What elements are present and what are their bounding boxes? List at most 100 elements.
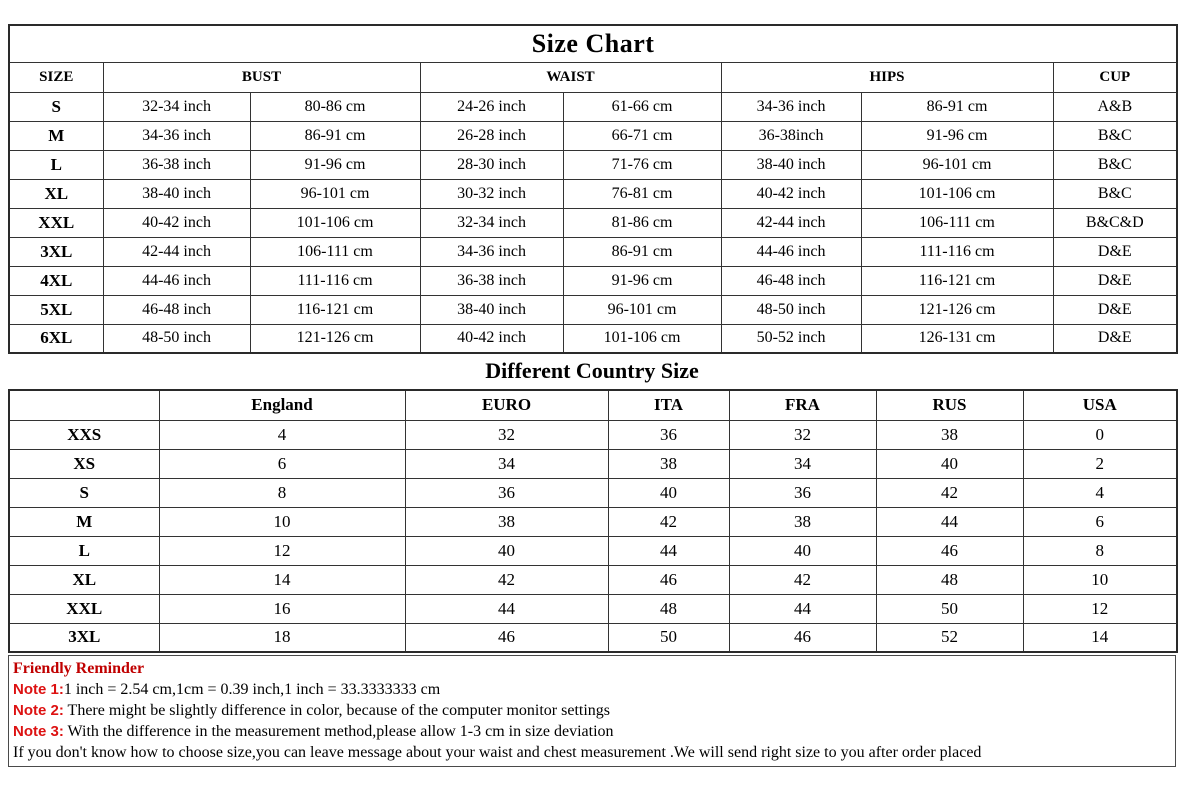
table-cell: 86-91 cm (562, 236, 722, 267)
table-cell: 44-46 inch (720, 236, 862, 267)
header-england: England (158, 389, 406, 421)
table-cell: 2 (1022, 448, 1178, 479)
note-3-label: Note 3: (13, 723, 64, 740)
table-cell: 6 (1022, 506, 1178, 537)
table-row: S 8 36 40 36 42 4 (8, 477, 1178, 508)
table-cell: 36-38inch (720, 120, 862, 151)
table-cell: B&C (1052, 149, 1178, 180)
table-cell: 16 (158, 593, 406, 624)
table-cell: 66-71 cm (562, 120, 722, 151)
table-cell: 44 (607, 535, 730, 566)
header-blank (8, 389, 160, 421)
row-label-cell: 4XL (8, 265, 104, 296)
table-cell: 40 (728, 535, 877, 566)
table-cell: B&C (1052, 120, 1178, 151)
table-cell: 46 (875, 535, 1024, 566)
table-cell: 32-34 inch (419, 207, 564, 238)
table-cell: 12 (158, 535, 406, 566)
table-cell: 50 (607, 622, 730, 653)
table-cell: A&B (1052, 91, 1178, 122)
table-cell: 96-101 cm (562, 294, 722, 325)
table-cell: 10 (158, 506, 406, 537)
friendly-reminder-title: Friendly Reminder (13, 660, 145, 677)
table-cell: 111-116 cm (249, 265, 421, 296)
row-label-cell: 5XL (8, 294, 104, 325)
note-1-text: 1 inch = 2.54 cm,1cm = 0.39 inch,1 inch … (63, 681, 441, 698)
table-cell: 40-42 inch (102, 207, 251, 238)
header-euro: EURO (404, 389, 609, 421)
note-2-label: Note 2: (13, 702, 64, 719)
row-label-cell: XL (8, 564, 160, 595)
table-cell: 61-66 cm (562, 91, 722, 122)
row-label-cell: L (8, 149, 104, 180)
header-size: SIZE (8, 61, 104, 93)
table-cell: 116-121 cm (860, 265, 1054, 296)
row-label-cell: S (8, 477, 160, 508)
table-cell: 106-111 cm (249, 236, 421, 267)
table-cell: 126-131 cm (860, 323, 1054, 354)
table-cell: 0 (1022, 419, 1178, 450)
note-line-1: Note 1:1 inch = 2.54 cm,1cm = 0.39 inch,… (13, 679, 1171, 700)
table-cell: D&E (1052, 294, 1178, 325)
header-bust: BUST (102, 61, 421, 93)
table-cell: 76-81 cm (562, 178, 722, 209)
table-cell: 101-106 cm (860, 178, 1054, 209)
table-cell: 91-96 cm (562, 265, 722, 296)
country-size-header-row: England EURO ITA FRA RUS USA (8, 389, 1178, 421)
table-cell: 38 (728, 506, 877, 537)
table-cell: 34-36 inch (720, 91, 862, 122)
table-cell: 86-91 cm (249, 120, 421, 151)
header-usa: USA (1022, 389, 1178, 421)
table-cell: 48 (875, 564, 1024, 595)
table-cell: 96-101 cm (249, 178, 421, 209)
table-cell: 121-126 cm (249, 323, 421, 354)
table-cell: 52 (875, 622, 1024, 653)
table-row: XXL 16 44 48 44 50 12 (8, 593, 1178, 624)
table-cell: 14 (1022, 622, 1178, 653)
friendly-reminder-box: Friendly Reminder Note 1:1 inch = 2.54 c… (8, 655, 1176, 767)
table-cell: 81-86 cm (562, 207, 722, 238)
table-cell: 42 (607, 506, 730, 537)
table-cell: 4 (1022, 477, 1178, 508)
table-cell: 50-52 inch (720, 323, 862, 354)
table-cell: D&E (1052, 323, 1178, 354)
table-row: S 32-34 inch 80-86 cm 24-26 inch 61-66 cm 34-… (8, 91, 1178, 122)
table-cell: 34-36 inch (419, 236, 564, 267)
row-label-cell: M (8, 120, 104, 151)
table-cell: 8 (1022, 535, 1178, 566)
note-2-text: There might be slightly difference in co… (63, 702, 611, 719)
header-hips: HIPS (720, 61, 1054, 93)
table-cell: 116-121 cm (249, 294, 421, 325)
table-cell: 50 (875, 593, 1024, 624)
table-cell: 121-126 cm (860, 294, 1054, 325)
table-cell: 91-96 cm (249, 149, 421, 180)
row-label-cell: XXL (8, 207, 104, 238)
note-line-2: Note 2: There might be slightly differen… (13, 700, 1171, 721)
header-rus: RUS (875, 389, 1024, 421)
row-label-cell: XXL (8, 593, 160, 624)
table-cell: 71-76 cm (562, 149, 722, 180)
table-cell: 44-46 inch (102, 265, 251, 296)
size-chart-title: Size Chart (8, 24, 1178, 63)
row-label-cell: XS (8, 448, 160, 479)
table-row: M 34-36 inch 86-91 cm 26-28 inch 66-71 cm 36-… (8, 120, 1178, 151)
table-cell: 34-36 inch (102, 120, 251, 151)
table-cell: 40 (607, 477, 730, 508)
table-row: 4XL 44-46 inch 111-116 cm 36-38 inch 91-96 c… (8, 265, 1178, 296)
size-chart-header-row: SIZE BUST WAIST HIPS CUP (8, 61, 1178, 93)
table-cell: 32-34 inch (102, 91, 251, 122)
row-label-cell: XL (8, 178, 104, 209)
table-cell: 42 (404, 564, 609, 595)
table-row: XXL 40-42 inch 101-106 cm 32-34 inch 81-86 c… (8, 207, 1178, 238)
header-cup: CUP (1052, 61, 1178, 93)
table-cell: 40-42 inch (720, 178, 862, 209)
table-cell: 38-40 inch (419, 294, 564, 325)
table-cell: 34 (728, 448, 877, 479)
size-chart-body: S 32-34 inch 80-86 cm 24-26 inch 61-66 cm 34-… (8, 91, 1178, 354)
table-cell: 12 (1022, 593, 1178, 624)
table-row: XL 38-40 inch 96-101 cm 30-32 inch 76-81 cm 4… (8, 178, 1178, 209)
table-cell: 18 (158, 622, 406, 653)
country-size-table: England EURO ITA FRA RUS USA XXS 4 32 36 32 3… (8, 389, 1178, 653)
table-cell: 32 (728, 419, 877, 450)
